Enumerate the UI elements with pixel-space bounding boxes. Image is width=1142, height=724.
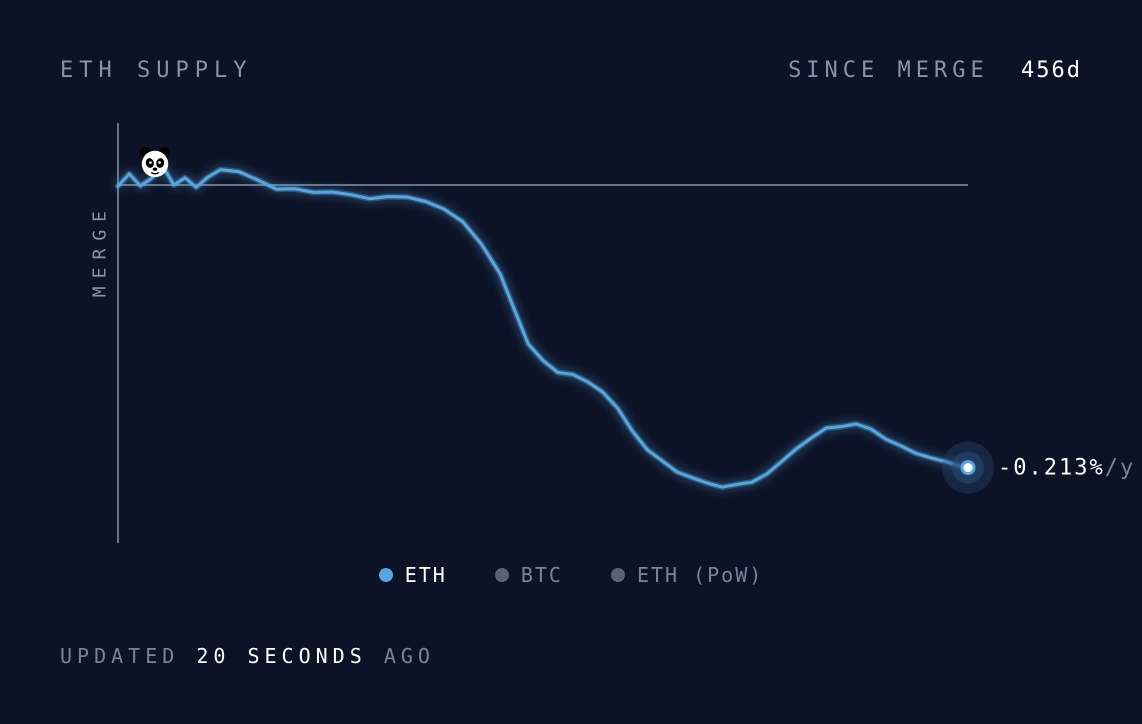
since-merge: SINCE MERGE 456d — [788, 58, 1082, 83]
rate-unit: /y — [1105, 455, 1136, 480]
legend-item-btc[interactable]: BTC — [495, 563, 563, 587]
supply-chart — [60, 123, 1082, 543]
legend-label-eth-pow: ETH (PoW) — [637, 563, 763, 587]
updated-footer: UPDATED 20 SECONDS AGO — [60, 644, 435, 668]
since-value: 456d — [1021, 58, 1082, 83]
legend-dot-eth-pow — [611, 568, 625, 582]
header: ETH SUPPLY SINCE MERGE 456d — [60, 58, 1082, 83]
updated-value: 20 SECONDS — [196, 644, 366, 668]
since-label: SINCE MERGE — [788, 58, 989, 83]
legend-label-btc: BTC — [521, 563, 563, 587]
legend-dot-eth — [379, 568, 393, 582]
panda-icon — [138, 146, 172, 180]
legend-item-eth[interactable]: ETH — [379, 563, 447, 587]
rate-value: -0.213% — [998, 455, 1105, 480]
legend-dot-btc — [495, 568, 509, 582]
updated-suffix: AGO — [384, 644, 435, 668]
widget-container: ETH SUPPLY SINCE MERGE 456d MERGE -0.213… — [0, 0, 1142, 724]
legend: ETH BTC ETH (PoW) — [60, 563, 1082, 587]
rate-label: -0.213%/y — [998, 455, 1135, 480]
legend-item-eth-pow[interactable]: ETH (PoW) — [611, 563, 763, 587]
widget-title: ETH SUPPLY — [60, 58, 252, 83]
legend-label-eth: ETH — [405, 563, 447, 587]
merge-axis-label: MERGE — [90, 203, 111, 297]
updated-prefix: UPDATED — [60, 644, 179, 668]
chart-area: MERGE -0.213%/y — [60, 123, 1082, 543]
